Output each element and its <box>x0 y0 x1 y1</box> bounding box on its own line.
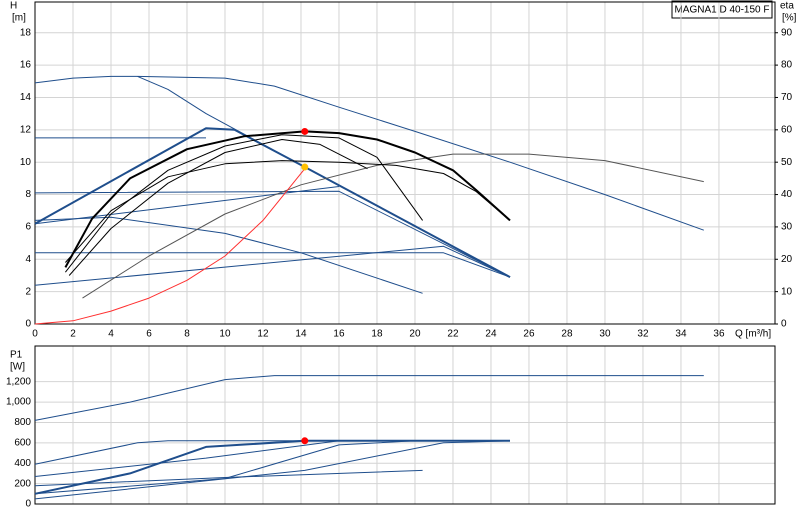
y2-tick-label: 50 <box>781 157 793 168</box>
y2-tick-label: 80 <box>781 60 793 71</box>
y-tick-label: 0 <box>25 499 31 510</box>
x-tick-label: 20 <box>409 329 421 340</box>
y2-tick-label: 60 <box>781 124 793 135</box>
y2-tick-label: 0 <box>781 319 787 330</box>
y2-tick-label: 40 <box>781 189 793 200</box>
y-tick-label: 14 <box>20 92 32 103</box>
operating-point <box>301 163 309 171</box>
chart-title: MAGNA1 D 40-150 F <box>674 5 769 16</box>
y-unit: [W] <box>10 362 25 373</box>
y2-tick-label: 70 <box>781 92 793 103</box>
x-tick-label: 14 <box>295 329 307 340</box>
x-tick-label: 2 <box>70 329 76 340</box>
y-tick-label: 12 <box>20 124 32 135</box>
curve <box>34 440 510 477</box>
x-tick-label: 26 <box>523 329 535 340</box>
curve <box>65 134 424 273</box>
y-label: H <box>10 1 17 12</box>
y-tick-label: 16 <box>20 60 32 71</box>
y2-label: eta <box>780 1 794 12</box>
y2-tick-label: 20 <box>781 254 793 265</box>
y-tick-label: 600 <box>14 437 31 448</box>
y-tick-label: 800 <box>14 417 31 428</box>
operating-point <box>301 437 309 445</box>
curve <box>34 168 306 325</box>
x-tick-label: 16 <box>333 329 345 340</box>
y-tick-label: 2 <box>25 286 31 297</box>
x-tick-label: 30 <box>599 329 611 340</box>
x-tick-label: 8 <box>184 329 190 340</box>
curve <box>34 190 511 278</box>
curve <box>34 216 423 294</box>
x-tick-label: 18 <box>371 329 383 340</box>
y-tick-label: 4 <box>25 254 31 265</box>
curve <box>35 252 511 278</box>
x-tick-label: 10 <box>219 329 231 340</box>
x-tick-label: 22 <box>447 329 459 340</box>
curve <box>68 139 368 276</box>
y-tick-label: 8 <box>25 189 31 200</box>
x-tick-label: 4 <box>108 329 114 340</box>
curve <box>34 439 510 495</box>
operating-point <box>301 127 309 135</box>
y-label: P1 <box>10 350 23 361</box>
x-tick-label: 32 <box>637 329 649 340</box>
y2-tick-label: 90 <box>781 27 793 38</box>
y-tick-label: 1,000 <box>6 397 31 408</box>
plot-frame <box>34 1 776 325</box>
x-tick-label: 34 <box>675 329 687 340</box>
y2-tick-label: 30 <box>781 222 793 233</box>
x-tick-label: 0 <box>32 329 38 340</box>
y-tick-label: 18 <box>20 27 32 38</box>
curve <box>34 440 511 500</box>
curve <box>64 130 511 268</box>
x-tick-label: 24 <box>485 329 497 340</box>
plot-frame <box>34 345 776 505</box>
x-label: Q [m³/h] <box>735 329 771 340</box>
y-tick-label: 6 <box>25 222 31 233</box>
y-tick-label: 0 <box>25 319 31 330</box>
curve <box>34 75 704 231</box>
y-tick-label: 1,200 <box>6 376 31 387</box>
curve <box>34 375 704 421</box>
curve <box>34 186 340 225</box>
x-tick-label: 28 <box>561 329 573 340</box>
curve <box>34 440 510 495</box>
title-box <box>671 0 773 19</box>
x-tick-label: 12 <box>257 329 269 340</box>
curve <box>34 440 510 465</box>
y-tick-label: 200 <box>14 478 31 489</box>
x-tick-label: 36 <box>713 329 725 340</box>
y2-tick-label: 10 <box>781 286 793 297</box>
y2-unit: [%] <box>782 13 797 24</box>
curve <box>34 127 511 278</box>
x-tick-label: 6 <box>146 329 152 340</box>
curve <box>65 160 511 263</box>
curve <box>34 469 423 487</box>
curve <box>34 245 511 286</box>
y-tick-label: 10 <box>20 157 32 168</box>
curve <box>82 153 704 299</box>
y-unit: [m] <box>12 13 26 24</box>
y-tick-label: 400 <box>14 458 31 469</box>
